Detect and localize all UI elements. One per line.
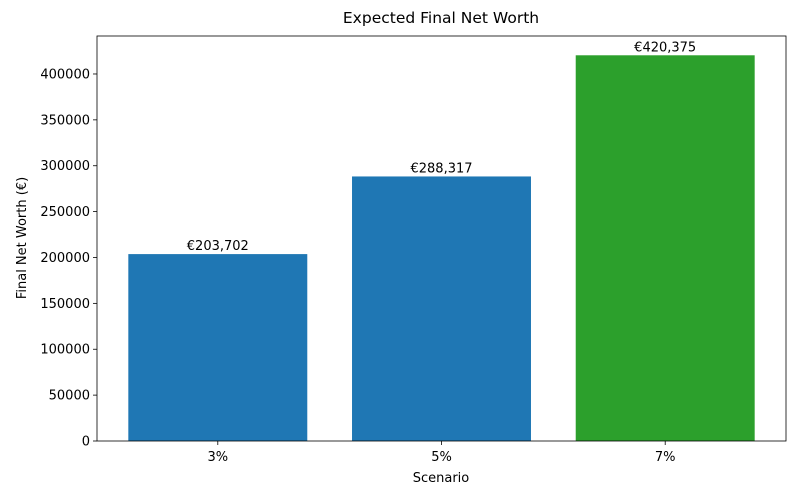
- y-tick-label: 50000: [49, 389, 90, 404]
- y-tick-label: 300000: [40, 159, 90, 174]
- y-axis-label: Final Net Worth (€): [15, 177, 30, 299]
- x-tick-label: 5%: [431, 450, 452, 465]
- bar: [575, 55, 755, 441]
- value-label: €203,702: [187, 239, 249, 254]
- y-tick-label: 200000: [40, 251, 90, 266]
- x-axis-label: Scenario: [413, 471, 470, 486]
- y-tick-label: 400000: [40, 67, 90, 82]
- x-tick-label: 3%: [207, 450, 228, 465]
- y-tick-label: 150000: [40, 297, 90, 312]
- y-tick-label: 100000: [40, 343, 90, 358]
- value-label: €420,375: [634, 40, 696, 55]
- bar: [128, 254, 308, 441]
- chart-title: Expected Final Net Worth: [343, 9, 539, 27]
- value-label: €288,317: [410, 161, 472, 176]
- x-tick-label: 7%: [655, 450, 676, 465]
- y-tick-label: 0: [82, 435, 90, 450]
- y-tick-label: 250000: [40, 205, 90, 220]
- y-tick-label: 350000: [40, 113, 90, 128]
- axes-frame: [96, 35, 787, 442]
- bar: [352, 176, 531, 441]
